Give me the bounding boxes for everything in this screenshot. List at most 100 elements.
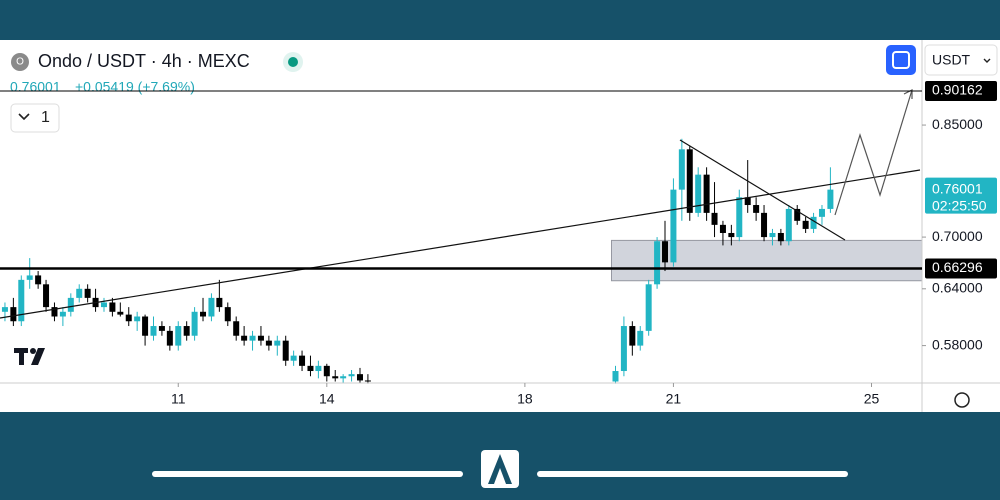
- candle-body: [711, 212, 718, 225]
- countdown: 02:25:50: [932, 197, 987, 213]
- candle-body: [785, 208, 792, 242]
- y-tick-label: 0.85000: [932, 116, 983, 132]
- currency-label: USDT: [932, 52, 971, 68]
- candle-body: [233, 321, 240, 336]
- candle-body: [744, 197, 751, 206]
- candle-body: [612, 371, 619, 382]
- chart-panel: [0, 40, 1000, 412]
- candle-body: [332, 376, 339, 379]
- candle-body: [191, 311, 198, 336]
- trend-line: [679, 139, 846, 241]
- x-tick-label: 25: [864, 391, 880, 407]
- candle-body: [109, 302, 116, 312]
- status-dot: [288, 57, 298, 67]
- symbol-icon: [11, 53, 29, 71]
- candle-body: [100, 302, 107, 308]
- candle-body: [175, 326, 182, 346]
- x-tick-label: 21: [666, 391, 682, 407]
- candle-body: [794, 208, 801, 221]
- logo-part: [19, 348, 24, 365]
- logo-part: [30, 348, 36, 354]
- candle-body: [769, 232, 776, 238]
- candle-body: [364, 380, 371, 382]
- plot: [1, 138, 923, 384]
- candle-body: [84, 288, 91, 298]
- brand-logo-mark: [488, 454, 512, 484]
- level-tag: [925, 258, 997, 279]
- candle-body: [1, 307, 8, 312]
- candle-body: [645, 284, 652, 331]
- chevron-icon: [18, 113, 30, 121]
- settings-button[interactable]: [954, 392, 970, 408]
- candle-body: [142, 316, 149, 336]
- candle-body: [315, 365, 322, 372]
- candle-body: [282, 340, 289, 361]
- candle-body: [59, 311, 66, 317]
- chevron-icon: [983, 58, 991, 63]
- x-tick-label: 11: [171, 391, 186, 407]
- candle-body: [290, 355, 297, 361]
- candle-body: [695, 174, 702, 213]
- candle-body: [340, 376, 347, 379]
- trend-line: [0, 169, 921, 319]
- candle-body: [818, 208, 825, 217]
- candle-body: [802, 220, 809, 229]
- candle-body: [274, 340, 281, 346]
- y-tick-label: 0.64000: [932, 280, 983, 296]
- candle-body: [76, 288, 83, 298]
- projection-path: [834, 89, 913, 216]
- candle-body: [10, 307, 17, 322]
- indicator-toggle[interactable]: [10, 103, 60, 133]
- candle-body: [323, 365, 330, 377]
- price-change: +0.05419 (+7.69%): [75, 79, 195, 95]
- candle-body: [134, 316, 141, 322]
- candle-body: [200, 311, 207, 317]
- level-label: 0.90162: [932, 82, 983, 98]
- last-price: 0.76001: [10, 79, 61, 95]
- candle-body: [249, 335, 256, 341]
- last-price-label: 0.76001: [932, 180, 983, 196]
- candle-body: [728, 232, 735, 238]
- candle-body: [224, 307, 231, 322]
- candle-body: [654, 241, 661, 285]
- candle-body: [208, 297, 215, 317]
- candle-body: [686, 149, 693, 213]
- fullscreen-button[interactable]: [886, 45, 916, 75]
- indicator-count: 1: [41, 109, 50, 126]
- candle-body: [257, 335, 264, 341]
- level-label: 0.66296: [932, 259, 983, 275]
- candle-body: [736, 197, 743, 238]
- candle-body: [753, 205, 760, 213]
- candle-body: [43, 284, 50, 308]
- candle-body: [35, 275, 42, 285]
- candle-body: [183, 326, 190, 336]
- candle-body: [125, 314, 132, 322]
- fullscreen-icon: [892, 51, 910, 69]
- candle-body: [348, 374, 355, 377]
- candle-body: [761, 212, 768, 238]
- candle-body: [51, 307, 58, 317]
- candle-body: [629, 326, 636, 346]
- candle-body: [620, 326, 627, 372]
- candle-body: [356, 374, 363, 381]
- candle-body: [150, 326, 157, 336]
- candle-body: [299, 355, 306, 366]
- candle-body: [216, 297, 223, 308]
- candle-body: [18, 279, 25, 322]
- candle-body: [719, 224, 726, 233]
- candle-body: [166, 330, 173, 346]
- symbol-title: Ondo / USDT · 4h · MEXC: [38, 51, 250, 71]
- candle-body: [678, 149, 685, 190]
- tv-logo: [14, 348, 45, 365]
- candle-body: [827, 189, 834, 209]
- candle-body: [265, 340, 272, 346]
- candle-body: [670, 189, 677, 263]
- projection-arrowhead: [903, 89, 913, 99]
- candle-body: [810, 216, 817, 229]
- currency-select[interactable]: [924, 44, 998, 76]
- candle-body: [777, 232, 784, 242]
- x-tick-label: 18: [517, 391, 533, 407]
- candle-body: [637, 330, 644, 346]
- y-tick-label: 0.70000: [932, 228, 983, 244]
